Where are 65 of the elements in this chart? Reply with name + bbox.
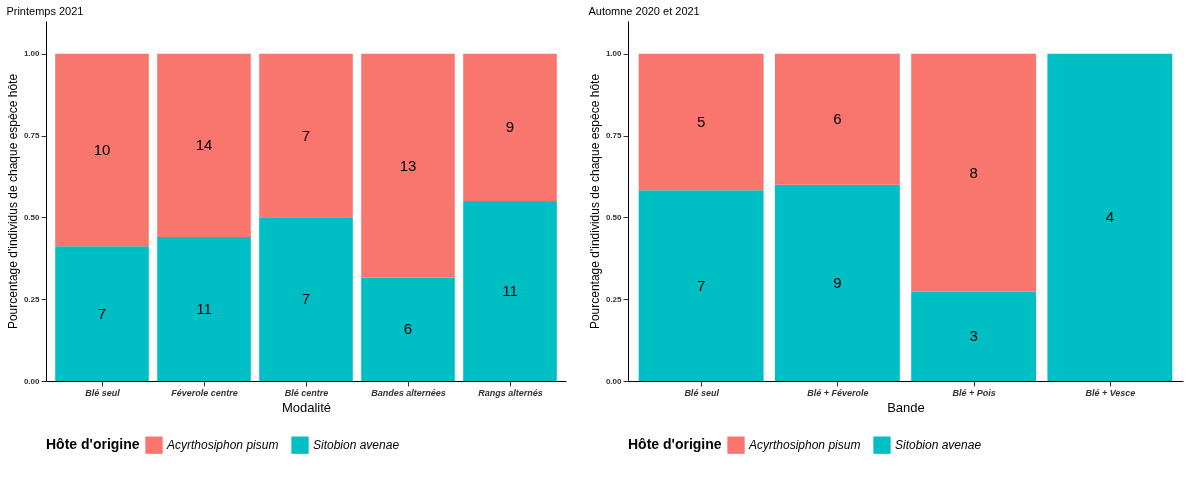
y-tick-label: 1.00 [23, 49, 41, 59]
legend-title: Hôte d'origine [46, 436, 140, 452]
annotation: 7 [97, 304, 107, 322]
legend-title: Hôte d'origine [628, 436, 722, 452]
legend-label: Acyrthosiphon pisum [748, 438, 861, 453]
x-tick-label: Blé + Féverole [807, 387, 869, 398]
y-tick-label: 0.00 [23, 376, 41, 386]
bar [638, 53, 764, 191]
bar [55, 53, 149, 247]
annotation: 6 [403, 320, 413, 338]
x-tick-label: Féverole centre [171, 387, 238, 398]
annotation: 9 [833, 273, 842, 291]
y-tick-label: 0.75 [605, 131, 623, 141]
annotation: 11 [502, 282, 518, 299]
annotation: 14 [195, 136, 213, 154]
annotation: 9 [505, 118, 515, 136]
y-tick-label: 0.75 [23, 131, 41, 141]
y-axis-title: Pourcentage d'individus de chaque espèce hôte [5, 73, 20, 330]
bar [157, 53, 251, 237]
y-tick-label: 0.50 [23, 212, 41, 222]
y-tick-label: 0.25 [605, 294, 623, 304]
bar [911, 53, 1037, 292]
legend-label: Acyrthosiphon pisum [166, 438, 279, 453]
x-axis-title: Bande [887, 399, 925, 415]
bar [361, 53, 455, 278]
chart-title: Printemps 2021 [6, 5, 84, 17]
x-tick-label: Blé seul [684, 387, 720, 398]
bar [463, 201, 557, 381]
annotation: 13 [399, 156, 417, 174]
annotation: 5 [696, 112, 706, 130]
chart-title: Automne 2020 et 2021 [588, 5, 700, 17]
bar [55, 246, 149, 381]
bar [157, 237, 251, 381]
annotation: 8 [969, 163, 978, 181]
bar [911, 291, 1037, 381]
legend-label: Sitobion avenae [313, 438, 400, 453]
x-tick-label: Blé + Pois [952, 387, 996, 398]
annotation: 7 [301, 290, 311, 308]
bar [774, 53, 900, 185]
x-axis-title: Modalité [281, 399, 332, 415]
y-tick-label: 0.00 [605, 376, 623, 386]
annotation: 7 [301, 126, 311, 144]
legend-label: Sitobion avenae [895, 438, 982, 453]
annotation: 11 [196, 300, 212, 317]
bar [259, 217, 353, 381]
x-tick-label: Blé centre [284, 387, 329, 398]
annotation: 7 [696, 276, 706, 294]
y-tick-label: 0.50 [605, 212, 623, 222]
y-axis-title: Pourcentage d'individus de chaque espèce hôte [587, 73, 602, 330]
bar [774, 184, 900, 381]
y-tick-label: 1.00 [605, 49, 623, 59]
bar [463, 53, 557, 201]
x-tick-label: Rangs alternés [478, 387, 543, 398]
x-tick-label: Blé + Vesce [1085, 387, 1136, 398]
annotation: 4 [1105, 208, 1115, 226]
bar [361, 277, 455, 381]
y-tick-label: 0.25 [23, 294, 41, 304]
x-tick-label: Bandes alternées [371, 387, 446, 398]
annotation: 10 [93, 140, 111, 158]
annotation: 6 [833, 110, 842, 128]
bar [259, 53, 353, 218]
bar [1047, 53, 1173, 381]
x-tick-label: Blé seul [85, 387, 121, 398]
bar [638, 190, 764, 381]
annotation: 3 [969, 327, 978, 345]
